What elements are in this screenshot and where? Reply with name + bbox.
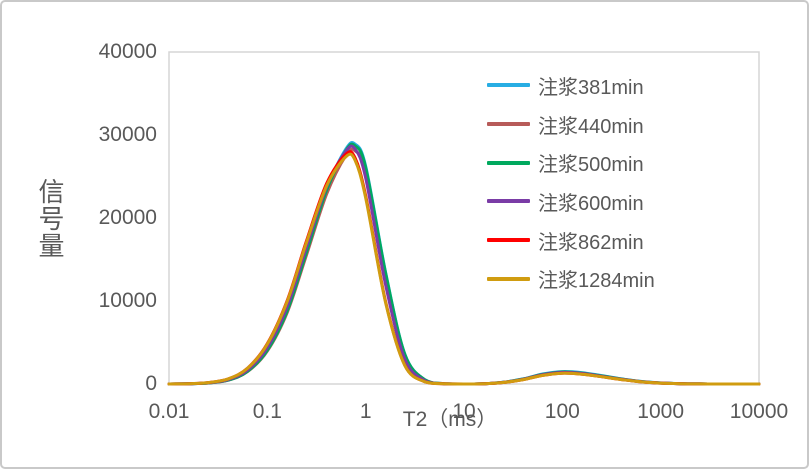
x-tick-label: 0.01: [148, 400, 190, 423]
legend-line-icon: [487, 238, 530, 243]
series-line-1: [167, 147, 761, 386]
x-tick-label: 0.1: [252, 400, 282, 423]
y-tick-label: 40000: [98, 40, 157, 63]
legend-line-icon: [487, 276, 530, 281]
legend-label: 注浆1284min: [538, 270, 655, 293]
legend-line-icon: [487, 199, 530, 204]
legend-label: 注浆440min: [538, 115, 644, 138]
x-tick-label: 1000: [637, 400, 685, 423]
legend-label: 注浆500min: [538, 154, 644, 177]
series-line-4: [167, 150, 761, 386]
legend-label: 注浆862min: [538, 231, 644, 254]
y-tick-label: 10000: [98, 289, 157, 312]
legend-label: 注浆600min: [538, 192, 644, 215]
chart-legend: 注浆381min 注浆440min 注浆500min 注浆600min 注浆862min…: [487, 66, 655, 298]
legend-item-4[interactable]: 注浆862min: [487, 221, 655, 260]
series-line-0: [167, 140, 761, 386]
series-line-3: [167, 144, 761, 386]
series-line-2: [167, 142, 761, 386]
legend-item-0[interactable]: 注浆381min: [487, 66, 655, 105]
plot-border: [168, 51, 760, 385]
x-tick-label: 10: [452, 400, 476, 423]
x-tick-label: 1: [359, 400, 372, 423]
x-tick-label: 100: [544, 400, 580, 423]
legend-item-3[interactable]: 注浆600min: [487, 182, 655, 221]
x-axis-title: T2（ms）: [402, 408, 498, 431]
legend-item-2[interactable]: 注浆500min: [487, 143, 655, 182]
y-axis-title: 信号量: [38, 177, 65, 261]
legend-item-1[interactable]: 注浆440min: [487, 105, 655, 144]
series-line-5: [167, 152, 761, 386]
legend-line-icon: [487, 122, 530, 127]
y-tick-label: 0: [145, 372, 157, 395]
y-tick-label: 30000: [98, 123, 157, 146]
legend-line-icon: [487, 160, 530, 165]
y-tick-label: 20000: [98, 206, 157, 229]
legend-item-5[interactable]: 注浆1284min: [487, 259, 655, 298]
legend-line-icon: [487, 83, 530, 88]
x-tick-label: 10000: [729, 400, 789, 423]
legend-label: 注浆381min: [538, 76, 644, 99]
